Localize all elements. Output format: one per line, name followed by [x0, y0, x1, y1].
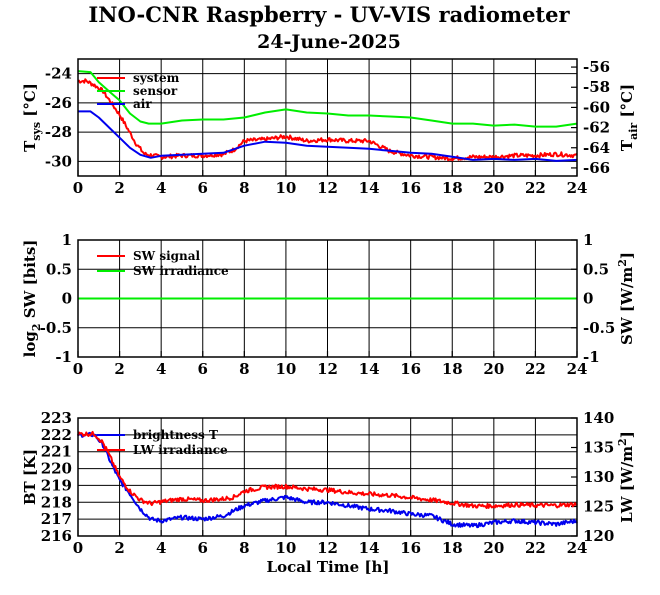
y-axis-label: Tsys [°C]: [21, 83, 43, 152]
y-tick-label: 217: [41, 510, 72, 528]
x-tick-label: 22: [525, 179, 546, 197]
x-tick-label: 0: [73, 539, 83, 557]
y-tick-label: -1: [55, 348, 72, 366]
y2-tick-label: 130: [583, 468, 614, 486]
y2-tick-label: -66: [583, 159, 610, 177]
y2-tick-label: 125: [583, 498, 614, 516]
y2-tick-label: 140: [583, 409, 614, 427]
y2-tick-label: 0: [583, 290, 593, 308]
figure-date: 24-June-2025: [257, 31, 401, 53]
y2-tick-label: -0.5: [583, 319, 615, 337]
x-tick-label: 22: [525, 360, 546, 378]
x-tick-label: 12: [317, 360, 338, 378]
x-tick-label: 2: [114, 179, 124, 197]
x-tick-label: 14: [359, 539, 380, 557]
plot-frame: [77, 58, 578, 177]
x-tick-label: 12: [317, 179, 338, 197]
y2-tick-label: -64: [583, 139, 610, 157]
y-axis-label: log2 SW [bits]: [21, 240, 43, 358]
plot-frame: [77, 417, 578, 537]
y-tick-label: 0.5: [46, 260, 72, 278]
panel-shortwave: 0 2 4 6 8 10 12 14 16 18 20 22 24-1-0.500.51-1-0.500…: [21, 231, 636, 378]
y-tick-label: -24: [45, 65, 72, 83]
plot-frame: [77, 239, 578, 358]
legend-label: SW irradiance: [133, 264, 229, 278]
x-tick-label: 20: [483, 360, 504, 378]
panel-temperature: 0 2 4 6 8 10 12 14 16 18 20 22 24-30-28-26-24-66-64-…: [21, 58, 640, 197]
x-tick-label: 18: [442, 179, 463, 197]
x-tick-label: 8: [239, 360, 249, 378]
y-tick-label: 216: [41, 527, 72, 545]
y2-tick-label: 0.5: [583, 260, 609, 278]
y-axis-label: BT [K]: [21, 449, 39, 505]
y-tick-label: 219: [41, 476, 72, 494]
y-tick-label: 223: [41, 409, 72, 427]
x-tick-label: 4: [156, 360, 166, 378]
x-tick-label: 10: [275, 539, 296, 557]
legend-label: system: [133, 71, 180, 85]
y-tick-label: 218: [41, 493, 72, 511]
y-tick-label: 222: [41, 426, 72, 444]
y2-axis-label: Tair [°C]: [618, 84, 640, 151]
y-tick-label: -28: [45, 123, 72, 141]
x-tick-label: 16: [400, 539, 421, 557]
y-tick-label: 1: [62, 231, 72, 249]
y2-tick-label: -62: [583, 119, 610, 137]
y2-tick-label: 120: [583, 527, 614, 545]
series-line-sensor: [77, 70, 578, 128]
y-tick-label: -26: [45, 94, 72, 112]
legend-label: sensor: [133, 84, 178, 98]
x-tick-label: 14: [359, 360, 380, 378]
y-tick-label: 220: [41, 460, 72, 478]
y2-tick-label: 1: [583, 231, 593, 249]
x-tick-label: 10: [275, 360, 296, 378]
y-tick-label: 0: [62, 290, 72, 308]
y2-tick-label: -1: [583, 348, 600, 366]
x-tick-label: 8: [239, 179, 249, 197]
y2-tick-label: 135: [583, 439, 614, 457]
x-tick-label: 18: [442, 360, 463, 378]
x-tick-label: 20: [483, 179, 504, 197]
x-tick-label: 0: [73, 179, 83, 197]
legend-label: SW signal: [133, 249, 201, 263]
figure-title: INO-CNR Raspberry - UV-VIS radiometer: [88, 2, 570, 27]
x-tick-label: 6: [198, 360, 208, 378]
x-tick-label: 18: [442, 539, 463, 557]
panel-longwave: 0 2 4 6 8 10 12 14 16 18 20 22 242162172182192202212…: [21, 409, 636, 557]
legend-label: brightness T: [133, 428, 218, 442]
x-tick-label: 10: [275, 179, 296, 197]
x-tick-label: 16: [400, 179, 421, 197]
y-tick-label: 221: [41, 443, 72, 461]
x-tick-label: 22: [525, 539, 546, 557]
x-tick-label: 24: [567, 539, 588, 557]
x-tick-label: 4: [156, 539, 166, 557]
legend-label: air: [133, 97, 152, 111]
x-tick-label: 6: [198, 179, 208, 197]
legend-label: LW irradiance: [133, 443, 228, 457]
x-tick-label: 0: [73, 360, 83, 378]
x-tick-label: 2: [114, 539, 124, 557]
x-axis-label: Local Time [h]: [267, 558, 390, 576]
y2-axis-label: LW [W/m2]: [616, 431, 636, 523]
y2-tick-label: -56: [583, 58, 610, 76]
x-tick-label: 24: [567, 360, 588, 378]
x-tick-label: 6: [198, 539, 208, 557]
y2-tick-label: -58: [583, 78, 610, 96]
x-tick-label: 14: [359, 179, 380, 197]
x-tick-label: 24: [567, 179, 588, 197]
x-tick-label: 4: [156, 179, 166, 197]
y2-tick-label: -60: [583, 98, 610, 116]
y-tick-label: -30: [45, 152, 72, 170]
series-line-lw-irradiance: [77, 430, 578, 509]
y-tick-label: -0.5: [40, 319, 72, 337]
x-tick-label: 16: [400, 360, 421, 378]
x-tick-label: 12: [317, 539, 338, 557]
x-tick-label: 20: [483, 539, 504, 557]
x-tick-label: 8: [239, 539, 249, 557]
series-line-air: [78, 110, 578, 162]
x-tick-label: 2: [114, 360, 124, 378]
y2-axis-label: SW [W/m2]: [616, 252, 636, 345]
series-line-brightness-t: [77, 431, 578, 529]
